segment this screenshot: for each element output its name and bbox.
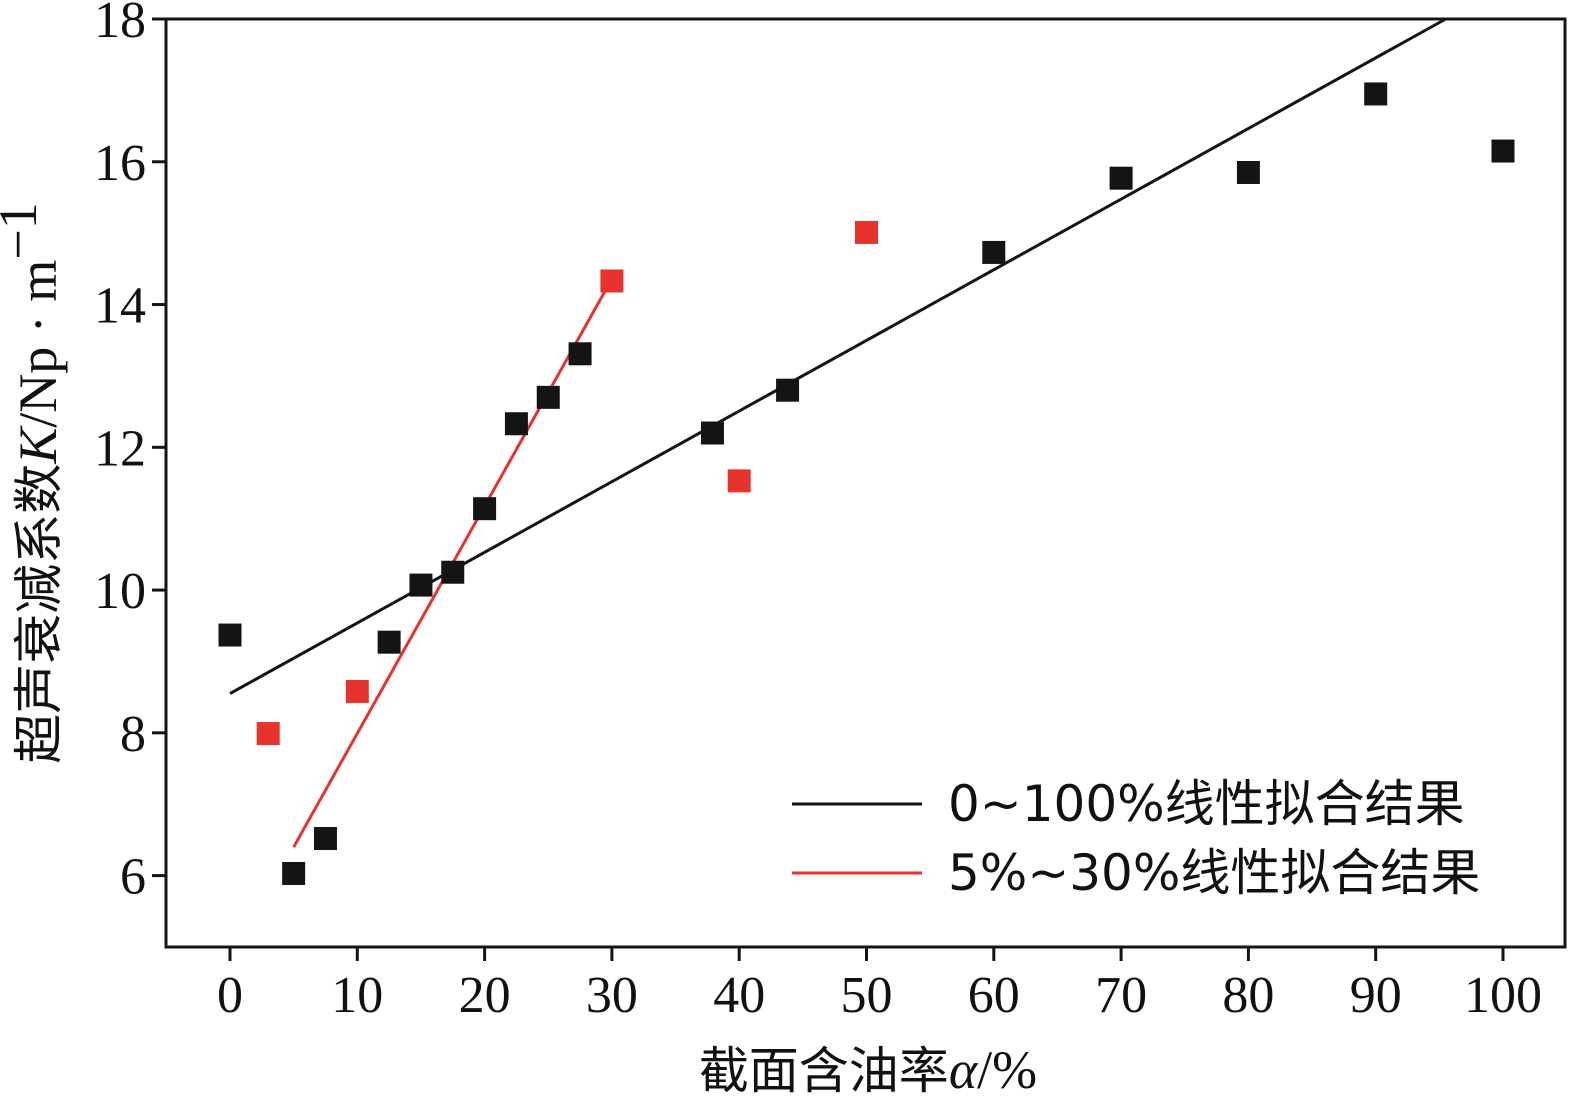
data-point (409, 573, 433, 597)
data-point (700, 421, 724, 445)
x-tick-label: 90 (1350, 967, 1402, 1024)
data-point (377, 630, 401, 654)
data-point (218, 623, 242, 647)
x-tick-label: 30 (586, 967, 638, 1024)
x-tick-label: 100 (1464, 967, 1542, 1024)
x-tick-label: 40 (713, 967, 765, 1024)
x-tick-label: 70 (1095, 967, 1147, 1024)
x-tick-label: 10 (331, 967, 383, 1024)
x-tick-label: 20 (459, 967, 511, 1024)
fit-line (229, 17, 1447, 695)
y-axis-title: 超声衰减系数K/Np · m−1 (0, 202, 68, 764)
data-point (727, 469, 751, 493)
y-tick-label: 6 (120, 849, 146, 906)
y-tick-label: 18 (94, 0, 146, 49)
y-tick-label: 10 (94, 563, 146, 620)
fit-lines (229, 17, 1447, 848)
data-point (982, 240, 1006, 264)
data-point (1109, 166, 1133, 190)
y-axis-title-symbol: K (8, 425, 68, 465)
y-axis-title-exponent: −1 (0, 202, 48, 259)
x-axis: 0 10 20 30 40 50 60 70 80 90 100 (217, 947, 1542, 1024)
data-point (536, 385, 560, 409)
data-point (473, 497, 497, 521)
x-axis-title-symbol: α (949, 1040, 979, 1100)
data-point (345, 679, 369, 703)
x-tick-label: 80 (1222, 967, 1274, 1024)
data-point (1491, 139, 1515, 163)
legend: 0~100%线性拟合结果 5%~30%线性拟合结果 (792, 775, 1480, 902)
data-point (776, 378, 800, 402)
x-tick-label: 60 (968, 967, 1020, 1024)
data-point (504, 412, 528, 436)
y-tick-label: 16 (94, 135, 146, 192)
x-tick-label: 0 (217, 967, 243, 1024)
x-axis-title: 截面含油率α/% (699, 1040, 1037, 1100)
data-point (855, 220, 878, 244)
y-tick-label: 8 (120, 706, 146, 763)
data-point (568, 342, 592, 366)
data-point (1364, 82, 1388, 106)
legend-label: 0~100%线性拟合结果 (948, 775, 1465, 833)
x-tick-label: 50 (841, 967, 893, 1024)
y-axis-title-text: 超声衰减系数 (10, 464, 68, 764)
y-axis: 6 8 10 12 14 16 18 (94, 0, 166, 906)
data-point (313, 826, 337, 850)
y-tick-label: 12 (94, 420, 146, 477)
x-axis-title-text: 截面含油率 (699, 1042, 949, 1100)
data-point (441, 560, 465, 584)
y-axis-title-unit: /Np · m (8, 260, 68, 428)
data-points (218, 82, 1515, 885)
data-point (1236, 160, 1260, 184)
data-point (282, 861, 306, 885)
data-point (256, 722, 280, 746)
data-point (600, 269, 624, 293)
x-axis-title-unit: /% (977, 1040, 1037, 1100)
legend-label: 5%~30%线性拟合结果 (948, 844, 1480, 902)
y-tick-label: 14 (94, 278, 146, 335)
